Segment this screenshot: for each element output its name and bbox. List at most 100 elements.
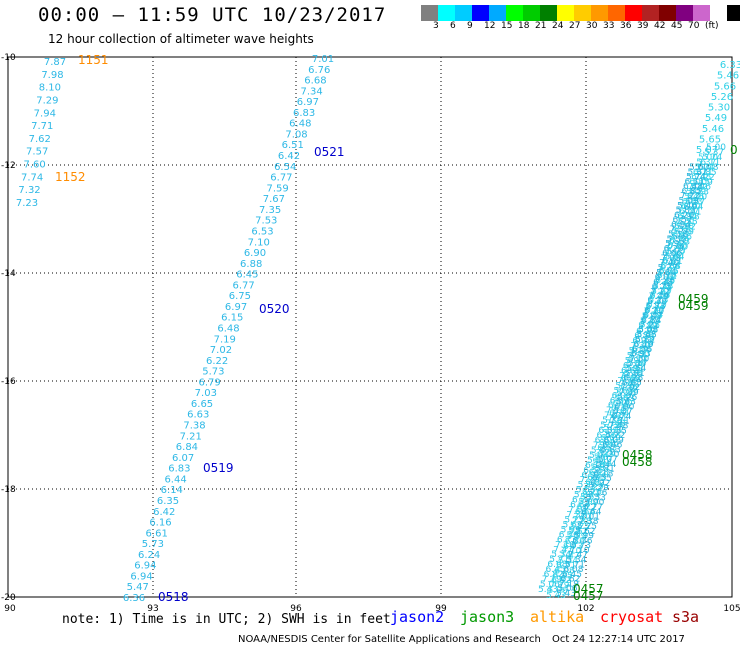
lon-tick-label: 105 <box>723 604 740 614</box>
swh-value-west-main: 6.45 <box>236 270 258 281</box>
swh-band-a: 5.91 <box>625 357 645 367</box>
swh-band-c: 7.11 <box>610 417 630 427</box>
legend-label: 45 <box>671 21 683 31</box>
swh-band-c: 7.30 <box>629 354 649 364</box>
swh-band-a: 7.21 <box>644 307 664 317</box>
swh-value-west-main: 7.19 <box>214 334 236 345</box>
swh-band-a: 6.38 <box>661 262 681 272</box>
swh-band-c: 6.57 <box>673 216 693 226</box>
swh-band-c: 5.27 <box>658 264 678 274</box>
swh-band-a: 5.64 <box>664 252 684 262</box>
swh-band-b: 7.22 <box>688 183 708 193</box>
swh-band-a: 7.22 <box>695 173 715 183</box>
swh-value-west-main: 6.94 <box>134 561 156 572</box>
swh-value-west-main: 7.01 <box>312 54 334 65</box>
swh-value-west-main: 7.02 <box>210 345 232 356</box>
pass-time-label: 0459 <box>678 292 709 306</box>
swh-value-west-main: 6.77 <box>270 173 292 184</box>
swh-band-b: 7.10 <box>561 547 581 557</box>
lat-tick-label: -12 <box>1 161 16 171</box>
swh-band-c: 5.64 <box>656 268 676 278</box>
swh-band-c: 5.82 <box>635 335 655 345</box>
generated-timestamp: Oct 24 12:27:14 UTC 2017 <box>552 634 685 645</box>
swh-band-a: 6.27 <box>572 496 592 506</box>
swh-value-west-main: 6.54 <box>274 162 296 173</box>
swh-band-b: 5.90 <box>578 497 598 507</box>
swh-band-b: 5.06 <box>548 586 568 596</box>
swh-band-a: 7.12 <box>657 272 677 282</box>
swh-band-c: 6.47 <box>643 311 663 321</box>
swh-band-a: 6.36 <box>559 530 579 540</box>
swh-band-c: 5.46 <box>677 201 697 211</box>
swh-band-b: 6.36 <box>565 537 585 547</box>
swh-band-c: 7.21 <box>640 321 660 331</box>
swh-band-a: 6.85 <box>697 168 717 178</box>
swh-value-west-main: 6.83 <box>168 464 190 475</box>
swh-value-west-main: 6.42 <box>278 151 300 162</box>
swh-band-b: 6.19 <box>635 335 655 345</box>
swh-band-b: 7.19 <box>549 581 569 591</box>
swh-band-c: 6.75 <box>652 283 672 293</box>
swh-band-a: 6.65 <box>621 366 641 376</box>
swh-band-b: 7.29 <box>584 483 604 493</box>
swh-value-west-left: 7.74 <box>21 172 43 183</box>
swh-band-a: 6.09 <box>598 426 618 436</box>
swh-band-b: 5.63 <box>614 394 634 404</box>
swh-band-c: 6.37 <box>613 407 633 417</box>
swh-band-b: 5.83 <box>683 197 703 207</box>
swh-band-b: 5.45 <box>638 325 658 335</box>
swh-band-b: 5.64 <box>660 261 680 271</box>
legend-label: 18 <box>518 21 530 31</box>
swh-band-a: 5.90 <box>574 491 594 501</box>
legend-swatch <box>591 5 608 21</box>
swh-band-a: 7.38 <box>566 511 586 521</box>
pass-time-label: 0457 <box>573 582 604 596</box>
swh-value-east: 6.33 <box>720 60 740 71</box>
swh-band-a: 6.20 <box>687 193 707 203</box>
swh-band-b: 7.47 <box>560 552 580 562</box>
swh-band-b: 6.56 <box>633 340 653 350</box>
legend-label: 6 <box>450 21 456 31</box>
swh-value-west-main: 6.68 <box>304 76 326 87</box>
legend-label: 3 <box>433 21 439 31</box>
swh-band-b: 6.65 <box>621 374 641 384</box>
swh-band-b: 6.66 <box>667 242 687 252</box>
swh-band-b: 5.08 <box>640 320 660 330</box>
swh-value-west-main: 6.79 <box>198 377 220 388</box>
swh-value-west-main: 6.48 <box>217 324 239 335</box>
legend-swatch <box>625 5 642 21</box>
swh-band-b: 5.43 <box>546 591 566 601</box>
pass-time-label: 0520 <box>259 302 290 316</box>
swh-value-west-main: 6.48 <box>289 119 311 130</box>
swh-band-b: 5.00 <box>698 153 718 163</box>
lat-tick-label: -18 <box>1 485 16 495</box>
swh-band-b: 5.44 <box>592 458 612 468</box>
swh-band-a: 5.25 <box>564 515 584 525</box>
swh-band-b: 5.34 <box>558 557 578 567</box>
swh-band-a: 5.34 <box>551 550 571 560</box>
swh-band-a: 6.55 <box>583 466 603 476</box>
swh-band-c: 7.20 <box>599 450 619 460</box>
swh-value-west-main: 6.36 <box>123 593 145 604</box>
swh-value-west-main: 6.75 <box>229 291 251 302</box>
swh-band-a: 7.39 <box>617 376 637 386</box>
swh-band-c: 5.09 <box>679 197 699 207</box>
swh-value-west-main: 6.90 <box>244 248 266 259</box>
swh-band-b: 6.08 <box>555 566 575 576</box>
legend-swatch <box>472 5 489 21</box>
swh-value-west-main: 6.53 <box>251 226 273 237</box>
swh-band-c: 7.02 <box>620 383 640 393</box>
swh-band-c: 5.06 <box>557 584 577 594</box>
pass-time-label: 0458 <box>622 448 653 462</box>
swh-value-west-main: 6.94 <box>130 571 152 582</box>
swh-value-west-main: 7.59 <box>267 183 289 194</box>
swh-band-b: 5.53 <box>580 493 600 503</box>
legend-label: 33 <box>603 21 615 31</box>
map-grid <box>8 57 732 597</box>
legend-label: 24 <box>552 21 564 31</box>
pass-time-label: 0519 <box>203 461 234 475</box>
swh-band-b: 7.38 <box>572 517 592 527</box>
swh-band-c: 6.01 <box>655 273 675 283</box>
swh-band-a: 5.62 <box>563 520 583 530</box>
